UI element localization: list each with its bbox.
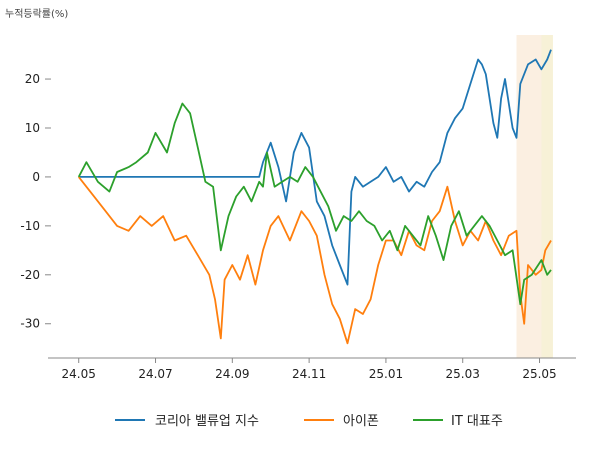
- series-line-iphone: [77, 176, 552, 345]
- y-tick-label: 20: [25, 72, 40, 86]
- legend-label-valueup: 코리아 밸류업 지수: [155, 414, 259, 429]
- x-tick-label: 24.05: [62, 367, 96, 381]
- y-tick-label: 10: [25, 121, 40, 135]
- legend-item-valueup[interactable]: 코리아 밸류업 지수: [115, 414, 259, 429]
- highlight-band-1: [541, 35, 553, 358]
- legend-item-it-leaders[interactable]: IT 대표주: [413, 414, 503, 429]
- x-tick-label: 25.01: [369, 367, 403, 381]
- x-tick-label: 24.09: [215, 367, 249, 381]
- x-tick-label: 25.05: [522, 367, 556, 381]
- y-tick-label: -30: [20, 317, 40, 331]
- y-tick-label: -20: [20, 268, 40, 282]
- x-tick-label: 24.11: [292, 367, 326, 381]
- legend-label-it-leaders: IT 대표주: [451, 414, 503, 429]
- y-tick-label: -10: [20, 219, 40, 233]
- x-tick-label: 24.07: [138, 367, 172, 381]
- legend-item-iphone[interactable]: 아이폰: [304, 414, 379, 429]
- x-tick-label: 25.03: [446, 367, 480, 381]
- legend: 코리아 밸류업 지수 아이폰 IT 대표주: [115, 414, 503, 429]
- y-axis-unit-label: 누적등락률(%): [5, 8, 68, 20]
- y-tick-label: 0: [32, 170, 40, 184]
- legend-label-iphone: 아이폰: [343, 414, 379, 429]
- series-line-valueup: [78, 49, 552, 286]
- series-line-it-leaders: [77, 102, 552, 306]
